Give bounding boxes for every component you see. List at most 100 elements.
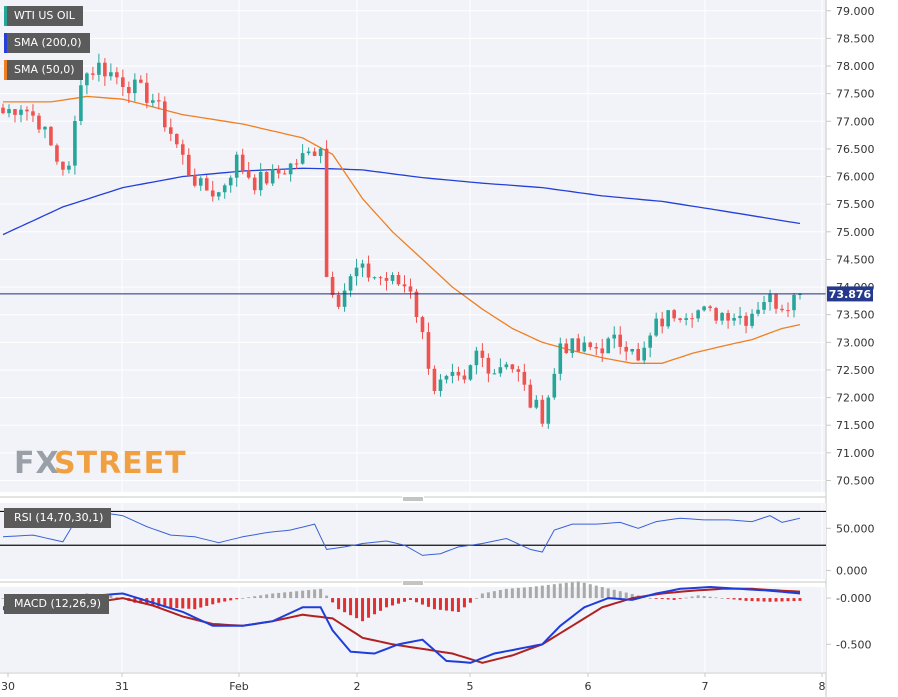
legend-sma200[interactable]: SMA (200,0)	[4, 33, 90, 53]
price-y-tick: 72.000	[836, 392, 875, 405]
legend-sma50[interactable]: SMA (50,0)	[4, 60, 83, 80]
legend-macd[interactable]: MACD (12,26,9)	[4, 594, 110, 614]
candle	[744, 312, 748, 334]
candle	[618, 326, 623, 355]
macd-resize-handle[interactable]	[402, 580, 424, 586]
legend-wti[interactable]: WTI US OIL	[4, 6, 83, 26]
rsi-resize-handle[interactable]	[402, 496, 424, 502]
candle	[534, 395, 539, 410]
candle	[115, 67, 119, 85]
candle	[588, 341, 593, 351]
candle	[540, 395, 545, 427]
candle	[582, 336, 587, 353]
candle	[318, 147, 323, 164]
candle	[696, 309, 700, 322]
candle	[522, 363, 527, 391]
candle	[276, 165, 281, 179]
macd-hist-bar	[187, 598, 191, 609]
macd-hist-bar	[217, 598, 221, 603]
candle	[648, 332, 652, 358]
candle	[252, 174, 257, 195]
macd-hist-bar	[313, 589, 317, 599]
series-path	[3, 95, 801, 364]
macd-hist-bar	[606, 588, 610, 599]
candle	[378, 275, 383, 286]
macd-hist-bar	[307, 590, 311, 599]
candle	[786, 302, 790, 318]
legend-rsi[interactable]: RSI (14,70,30,1)	[4, 508, 112, 528]
legend-sma200-label: SMA (200,0)	[14, 36, 82, 49]
candle	[324, 140, 329, 278]
macd-hist-bar	[600, 587, 604, 599]
candle	[55, 143, 59, 165]
candle	[330, 271, 335, 298]
macd-hist-bar	[624, 592, 628, 599]
macd-y-tick: -0.500	[836, 638, 871, 651]
macd-hist-bar	[235, 598, 239, 600]
legend-macd-label: MACD (12,26,9)	[14, 597, 102, 610]
candle	[528, 379, 533, 409]
candle	[294, 158, 299, 170]
x-tick-label: 6	[585, 680, 592, 693]
rsi-line	[2, 510, 801, 556]
legend-wti-label: WTI US OIL	[14, 9, 75, 22]
macd-hist-bar	[744, 598, 748, 601]
legend-rsi-label: RSI (14,70,30,1)	[14, 511, 104, 524]
candle	[342, 283, 347, 312]
candle	[456, 366, 461, 381]
candle	[654, 312, 658, 337]
macd-hist-bar	[139, 598, 143, 604]
rsi-y-tick: 0.000	[836, 565, 868, 578]
candle	[414, 288, 419, 323]
candle	[139, 75, 143, 84]
candle	[702, 305, 706, 312]
candle	[402, 275, 407, 293]
sma50-line	[3, 95, 801, 364]
macd-hist-bar	[157, 598, 161, 607]
candle	[300, 144, 305, 165]
candle	[151, 93, 155, 107]
macd-hist-bar	[798, 598, 802, 601]
macd-hist-bar	[379, 598, 383, 611]
legend-sma200-swatch	[4, 33, 7, 53]
macd-hist-bar	[528, 587, 532, 599]
macd-hist-bar	[702, 596, 706, 599]
candle	[67, 161, 71, 174]
candle	[438, 373, 443, 397]
macd-hist-bar	[175, 598, 179, 609]
candle	[19, 105, 23, 123]
candle	[186, 148, 191, 177]
rsi-y-tick: 50.000	[836, 522, 875, 535]
macd-hist-bar	[750, 598, 754, 602]
candle	[354, 258, 359, 286]
macd-hist-bar	[462, 598, 466, 608]
price-panel	[0, 0, 826, 492]
rsi-vertical-grid	[121, 503, 823, 579]
candle	[516, 365, 521, 382]
macd-hist-bar	[756, 598, 760, 602]
candle	[660, 311, 664, 334]
candle	[552, 368, 557, 400]
candle	[762, 295, 766, 315]
x-tick-label: 2	[354, 680, 361, 693]
candle	[612, 326, 617, 349]
macd-hist-bar	[402, 598, 406, 602]
candle	[486, 353, 491, 383]
macd-hist-bar	[684, 597, 688, 599]
candle	[474, 346, 479, 375]
candle	[720, 311, 724, 325]
macd-hist-bar	[325, 595, 329, 599]
x-tick-label: 31	[115, 680, 129, 693]
macd-hist-bar	[672, 598, 676, 600]
watermark-street: STREET	[54, 446, 187, 481]
macd-hist-bar	[247, 597, 251, 599]
candle	[570, 338, 575, 358]
price-y-tick: 78.000	[836, 60, 875, 73]
x-axis-ticks: 30 31 Feb 2 5 6 7 8	[1, 673, 826, 693]
macd-hist-bar	[397, 598, 401, 604]
candle	[372, 276, 377, 280]
macd-hist-bar	[690, 596, 694, 599]
candle	[732, 313, 736, 326]
macd-hist-bar	[660, 598, 664, 600]
